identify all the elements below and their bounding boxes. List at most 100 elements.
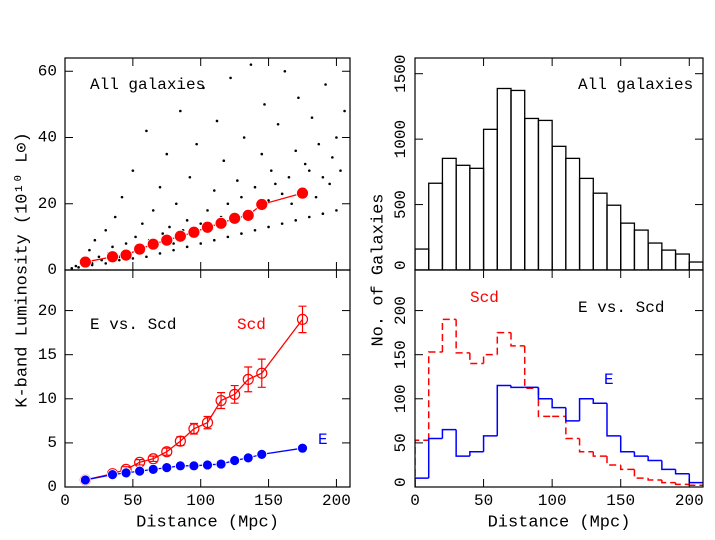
scatter-point <box>297 96 300 100</box>
histogram-step <box>469 450 484 457</box>
y-tick-label: 0 <box>47 261 57 279</box>
histogram-bar <box>661 249 677 270</box>
x-tick-label: 150 <box>254 492 283 510</box>
histogram-step <box>592 398 607 404</box>
panel-annotation: All galaxies <box>578 76 693 94</box>
scatter-point <box>267 199 270 202</box>
scatter-point <box>199 242 203 245</box>
histogram-bar <box>578 177 594 270</box>
scatter-point <box>174 202 178 206</box>
y-tick-label: 20 <box>38 302 57 320</box>
scatter-point <box>331 156 334 159</box>
histogram-bar <box>428 182 444 270</box>
histogram-step <box>578 438 594 453</box>
y-tick-label: 1000 <box>392 120 410 158</box>
scatter-point <box>310 116 314 119</box>
scatter-point <box>339 169 342 172</box>
scatter-point <box>188 175 192 179</box>
scatter-point <box>240 195 243 199</box>
histogram-step <box>633 451 649 457</box>
marker <box>256 448 268 460</box>
scatter-point <box>229 76 232 80</box>
marker <box>120 467 132 479</box>
scatter-point <box>335 136 338 139</box>
scatter-point <box>290 202 293 206</box>
axes-frame <box>64 269 351 488</box>
histogram-step <box>427 437 443 479</box>
marker <box>229 455 241 466</box>
scatter-point <box>274 182 277 186</box>
series-line <box>85 319 304 481</box>
histogram-step <box>469 352 484 365</box>
histogram-step <box>441 318 457 353</box>
y-tick-label: 500 <box>392 190 410 219</box>
histogram-bar <box>647 242 663 270</box>
scatter-point <box>74 264 78 268</box>
scatter-point <box>280 192 284 196</box>
y-tick-label: 150 <box>392 340 410 369</box>
axes-frame <box>414 269 704 488</box>
y-tick-label: 40 <box>38 129 57 147</box>
scatter-point <box>134 235 137 239</box>
marker <box>173 229 187 243</box>
error-bar <box>135 459 144 466</box>
scatter-point <box>253 185 257 189</box>
histogram-step <box>455 429 470 457</box>
marker <box>188 423 200 435</box>
error-bar <box>203 415 212 430</box>
plot-area <box>70 63 346 270</box>
scatter-point <box>303 162 307 166</box>
histogram-bar <box>592 192 608 270</box>
error-bar <box>257 358 266 388</box>
scatter-point <box>185 219 189 222</box>
scatter-point <box>294 219 298 222</box>
marker <box>146 237 160 251</box>
marker <box>106 250 119 264</box>
scatter-point <box>195 142 198 146</box>
scatter-point <box>206 209 209 212</box>
scatter-point <box>226 202 230 206</box>
marker <box>242 452 254 464</box>
scatter-point <box>113 215 117 219</box>
marker <box>160 233 174 247</box>
scatter-point <box>321 212 325 215</box>
scatter-point <box>131 169 135 172</box>
scatter-point <box>335 209 338 212</box>
scatter-point <box>215 119 219 123</box>
x-axis-label: Distance (Mpc) <box>136 513 279 532</box>
scatter-point <box>314 195 318 199</box>
scatter-point <box>242 136 246 139</box>
series-label: E <box>318 431 328 449</box>
histogram-step <box>415 477 429 487</box>
y-tick-label: 50 <box>392 433 410 452</box>
y-tick-label: 20 <box>38 195 57 213</box>
marker <box>134 465 146 477</box>
marker <box>78 255 92 269</box>
x-tick-label: 100 <box>538 492 567 510</box>
scatter-point <box>307 215 311 219</box>
scatter-point <box>104 228 108 232</box>
histogram-step <box>551 398 566 409</box>
scatter-point <box>294 149 298 153</box>
plot-area <box>79 305 309 486</box>
marker <box>241 208 255 222</box>
scatter-point <box>343 109 346 113</box>
scatter-point <box>145 255 148 259</box>
histogram-step <box>688 484 703 486</box>
scatter-point <box>267 225 270 229</box>
scatter-point <box>104 262 108 265</box>
x-tick-label: 0 <box>410 492 420 510</box>
marker <box>214 216 228 230</box>
histogram-bar <box>551 145 567 270</box>
panel-annotation: E vs. Scd <box>90 316 176 334</box>
marker <box>229 388 241 400</box>
y-axis-label: K-band Luminosity (10¹⁰ L⊙) <box>13 132 32 408</box>
scatter-point <box>158 185 162 189</box>
histogram-step <box>674 482 690 486</box>
series-label: Scd <box>237 316 266 334</box>
panel: 0 20 40 60 All galaxies <box>38 57 351 279</box>
x-tick-label: 200 <box>675 492 704 510</box>
marker <box>296 313 309 325</box>
marker <box>215 458 227 470</box>
